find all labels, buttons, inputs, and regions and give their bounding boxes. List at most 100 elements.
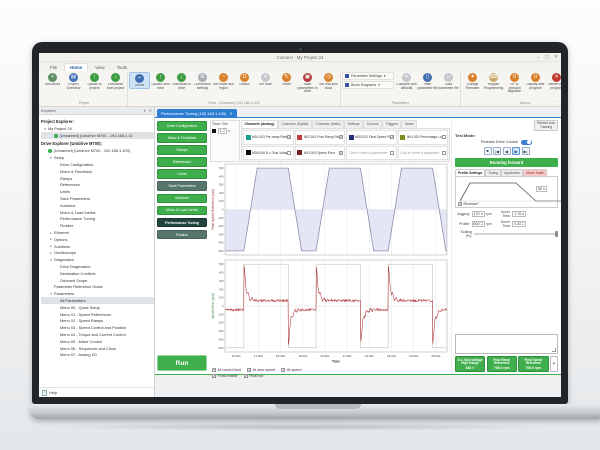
skip-to-end-button[interactable]: ▶| — [521, 147, 530, 155]
ribbon-button-sp-to-onboard-migration[interactable]: 0 SP to onboard Migration — [507, 73, 522, 94]
chevron-down-icon[interactable]: ▾ — [50, 291, 52, 296]
tree-item-destination-conflicts[interactable]: Destination Conflicts — [60, 270, 96, 276]
reverse-checkbox[interactable]: ✓ — [458, 201, 463, 206]
tree-item-finalize[interactable]: Finalize — [60, 223, 74, 229]
channel-color-swatch[interactable] — [400, 134, 405, 140]
channel-checkbox[interactable]: ✓ — [390, 135, 395, 140]
channel-color-swatch[interactable] — [245, 150, 251, 156]
channel-checkbox[interactable] — [390, 150, 394, 155]
ribbon-button-download-from-project[interactable]: ↓ Download from project — [106, 73, 125, 90]
restore-axis-tracking-button[interactable]: Restore Axis Tracking — [534, 120, 558, 131]
channel-slot-5[interactable]: M05.005 D.c. Bus Voltage — [243, 145, 294, 160]
ribbon-button-default[interactable]: D Default — [239, 73, 250, 86]
field-input-decel-time[interactable]: 0.20 — [512, 220, 527, 227]
scope-tab-settings[interactable]: Settings — [343, 120, 364, 128]
tree-item-drive-diagnostics[interactable]: Drive Diagnostics — [60, 264, 91, 270]
tree-item-menu-03-speed-control-and-position[interactable]: Menu 03 - Speed Control and Position — [60, 325, 126, 331]
tree-item-parameters[interactable]: ▾ Parameters — [41, 290, 154, 297]
nav-button-motor-feedback[interactable]: Motor & Feedback — [157, 133, 207, 143]
ribbon-button-download-to-drive[interactable]: ↓ Download to drive — [172, 73, 191, 90]
tree-item-limits[interactable]: Limits — [60, 189, 71, 195]
tree-item-solutions[interactable]: ▸ Solutions — [41, 243, 154, 250]
ribbon-button-delete-user-program[interactable]: ✕Delete user program — [548, 73, 561, 90]
test-tab-profile-settings[interactable]: Profile Settings — [455, 169, 486, 176]
scope-tab-cursors[interactable]: Cursors — [363, 120, 383, 128]
ribbon-button-save-parameters-in-drive[interactable]: ▣ Save parameters in drive — [297, 73, 318, 94]
close-button[interactable]: ✕ — [554, 54, 558, 59]
test-tab-application[interactable]: Application — [501, 169, 524, 176]
watch-param-post-ramp-reference[interactable]: Post Ramp Reference 706.0 rpm — [486, 356, 517, 372]
scaling-slider[interactable] — [474, 231, 558, 237]
ribbon-button-reset[interactable]: ↻ Reset — [282, 73, 291, 86]
ribbon-button-upload-to-project[interactable]: ↑ Upload to project — [87, 73, 102, 90]
add-parameter-button[interactable]: + — [550, 356, 559, 372]
tree-item-setup[interactable]: ▾ Setup — [41, 154, 154, 161]
tree-item-parameter-reference-guide[interactable]: Parameter Reference Guide — [54, 284, 103, 290]
nav-button-motor-load-inertia[interactable]: Motor & Load Inertia — [157, 205, 207, 216]
field-input-accel-time[interactable]: 1.70 — [512, 211, 527, 217]
nav-button-performance-tuning[interactable]: Performance Tuning — [157, 217, 207, 228]
channel-checkbox[interactable]: ✓ — [338, 150, 343, 155]
ribbon-button-upload-from-drive[interactable]: ↑ Upload from drive — [151, 73, 170, 90]
tree-item-unnamed-unidrive-m700-192-168-1-100[interactable]: (Unnamed) (Unidrive M700 - 192.168.1.100… — [41, 148, 154, 155]
ribbon-button-online[interactable]: ⌁ Online — [129, 72, 150, 89]
channel-slot-8[interactable]: Click to select a parameter — [397, 145, 448, 160]
chevron-down-icon[interactable]: ▾ — [44, 126, 46, 131]
channel-checkbox[interactable] — [441, 135, 446, 140]
chevron-down-icon[interactable]: ▾ — [50, 155, 52, 160]
tree-item-all-parameters[interactable]: All Parameters — [41, 297, 154, 304]
ribbon-menu-block-diagrams[interactable]: Block Diagrams ▾ — [342, 81, 394, 89]
chevron-right-icon[interactable]: ▸ — [50, 250, 52, 255]
ribbon-menu-parameter-settings[interactable]: Parameter Settings ▾ — [342, 72, 394, 80]
ribbon-button-display-user-program[interactable]: 0 Display user program — [526, 73, 545, 90]
tree-item-oscilloscope[interactable]: ▸ Oscilloscope — [41, 250, 154, 257]
chevron-down-icon[interactable]: ▾ — [50, 257, 52, 262]
maximize-button[interactable]: ▢ — [544, 54, 550, 59]
nav-button-autotune[interactable]: Autotune — [157, 193, 207, 204]
tree-item-menu-04-torque-and-current-control[interactable]: Menu 04 - Torque and Current Control — [60, 332, 126, 337]
menu-tab-view[interactable]: View — [95, 64, 105, 70]
menu-tab-file[interactable]: File — [50, 64, 58, 70]
channel-color-swatch[interactable] — [297, 150, 302, 156]
tab-close-icon[interactable]: ✕ — [229, 111, 233, 116]
channel-slot-7[interactable]: Click to select a parameter — [346, 145, 397, 160]
run-reverse-button[interactable]: ◀ — [502, 147, 511, 155]
scope-tab-channels-analog[interactable]: Channels (Analog) — [241, 120, 278, 128]
tree-item-ethernet[interactable]: ▸ Ethernet — [41, 229, 154, 236]
channel-checkbox[interactable] — [441, 150, 446, 155]
run-forward-button[interactable]: ▶ — [512, 147, 520, 155]
run-button[interactable]: Run — [157, 355, 207, 371]
channel-slot-1[interactable]: M01.003 Pre-ramp Reference✓ — [243, 130, 294, 145]
menu-tab-tools[interactable]: Tools — [116, 64, 127, 70]
tree-item-ramps[interactable]: Ramps — [60, 175, 73, 181]
time-div-spinner[interactable]: 1 — [217, 127, 227, 134]
checkbox-icon[interactable]: ✓ — [281, 368, 286, 372]
tree-item-menu-06-sequencer-and-clock[interactable]: Menu 06 - Sequencer and Clock — [60, 345, 116, 351]
field-input-profile[interactable]: 500 — [471, 220, 485, 227]
scope-tab-channels-math[interactable]: Channels (Math) — [311, 120, 344, 128]
tree-item-menu-02-speed-ramps[interactable]: Menu 02 - Speed Ramps — [60, 318, 104, 324]
ribbon-button-project-overview[interactable]: ▤ Project Overview — [66, 73, 81, 90]
checkbox-icon[interactable]: ✓ — [212, 368, 217, 372]
watch-param-final-speed-reference[interactable]: Final Speed Reference 706.0 rpm — [518, 356, 549, 372]
nav-button-ramps[interactable]: Ramps — [157, 145, 207, 155]
tree-item-performance-tuning[interactable]: Performance Tuning — [60, 216, 96, 222]
tree-item-drive-configuration[interactable]: Drive Configuration — [60, 162, 94, 168]
channel-color-swatch[interactable] — [245, 134, 251, 140]
tree-item-unnamed-unidrive-m700-192-168-1-10[interactable]: (Unnamed) (Unidrive M700 - 192.168.1.10 — [41, 132, 154, 140]
nav-button-limits[interactable]: Limits — [157, 169, 207, 179]
stop-button[interactable]: ■ — [483, 147, 492, 155]
ribbon-button-keypad-programming[interactable]: ⌨ Keypad Programming — [483, 73, 504, 90]
channel-slot-4[interactable]: M04.020 Percentage Load — [397, 130, 448, 145]
tree-item-menu-05-motor-control[interactable]: Menu 05 - Motor Control — [60, 338, 103, 344]
channel-slot-3[interactable]: M03.002 Final Speed Reference✓ — [346, 130, 397, 145]
tree-item-options[interactable]: ▸ Options — [41, 236, 154, 243]
checkbox-icon[interactable]: ✓ — [212, 374, 217, 378]
panel-close-icon[interactable]: ✕ — [148, 108, 152, 113]
test-tab-tuning[interactable]: Tuning — [485, 169, 502, 176]
bottom-chart[interactable]: 500 400 300 200 100 0 -100 -200 -300 -400 -500 16.0… — [210, 258, 450, 366]
ribbon-button-compare-with-defaults[interactable]: ≍ Compare with defaults — [396, 73, 417, 90]
chevron-right-icon[interactable]: ▸ — [50, 244, 52, 249]
tree-item-diagnostics[interactable]: ▾ Diagnostics — [41, 256, 154, 263]
nav-button-drive-configuration[interactable]: Drive Configuration — [157, 121, 207, 131]
